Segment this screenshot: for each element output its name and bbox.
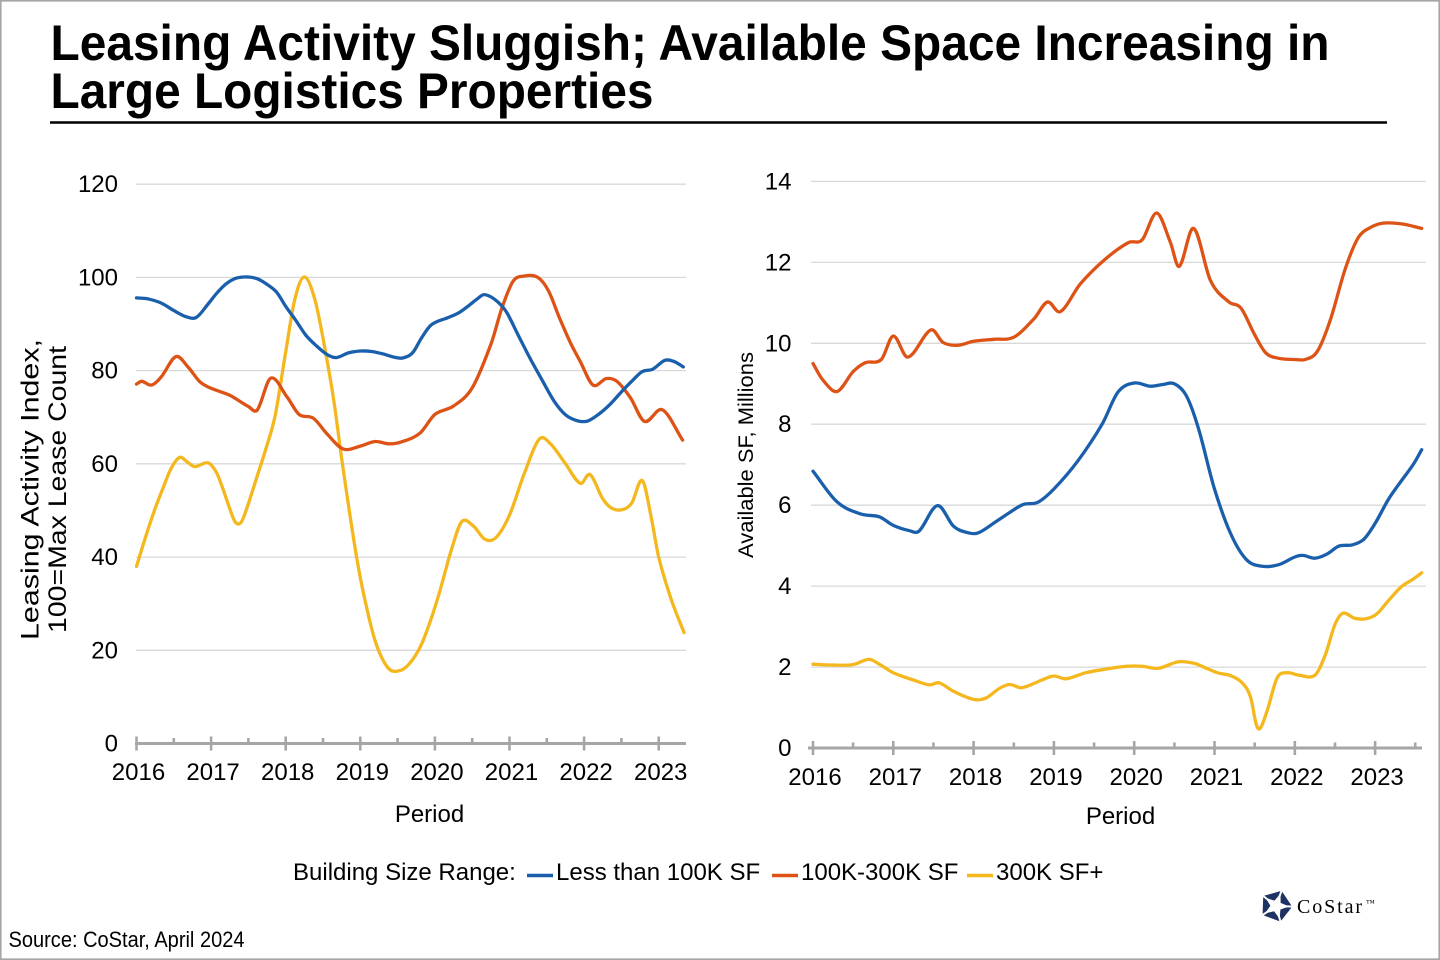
svg-text:0: 0 [105, 731, 118, 758]
svg-text:0: 0 [778, 735, 791, 762]
svg-text:2: 2 [778, 654, 791, 681]
svg-text:100K-300K SF: 100K-300K SF [801, 859, 958, 886]
svg-text:Period: Period [395, 801, 464, 828]
svg-text:2022: 2022 [1270, 764, 1323, 791]
svg-text:2016: 2016 [112, 759, 165, 786]
svg-text:2022: 2022 [559, 759, 612, 786]
svg-text:100=Max Lease Count: 100=Max Lease Count [44, 346, 72, 633]
svg-text:Less than 100K SF: Less than 100K SF [556, 859, 760, 886]
svg-text:Leasing Activity Index,: Leasing Activity Index, [17, 339, 45, 640]
svg-text:2018: 2018 [949, 764, 1002, 791]
svg-text:2019: 2019 [1029, 764, 1082, 791]
svg-text:Period: Period [1086, 803, 1155, 830]
svg-text:100: 100 [78, 264, 118, 291]
svg-text:14: 14 [765, 168, 792, 195]
svg-text:4: 4 [778, 573, 791, 600]
svg-text:40: 40 [91, 544, 118, 571]
svg-text:2018: 2018 [261, 759, 314, 786]
svg-text:Source: CoStar, April 2024: Source: CoStar, April 2024 [9, 927, 245, 952]
svg-text:2023: 2023 [1350, 764, 1403, 791]
svg-text:120: 120 [78, 171, 118, 198]
svg-text:60: 60 [91, 451, 118, 478]
svg-text:2019: 2019 [336, 759, 389, 786]
svg-text:2021: 2021 [485, 759, 538, 786]
svg-text:80: 80 [91, 358, 118, 385]
svg-text:Leasing Activity Sluggish; Ava: Leasing Activity Sluggish; Available Spa… [51, 15, 1330, 71]
svg-text:™: ™ [1366, 898, 1375, 908]
svg-text:2020: 2020 [1110, 764, 1163, 791]
svg-text:8: 8 [778, 411, 791, 438]
svg-text:10: 10 [765, 330, 792, 357]
svg-text:2016: 2016 [788, 764, 841, 791]
svg-text:2017: 2017 [869, 764, 922, 791]
svg-text:Building Size Range:: Building Size Range: [293, 859, 516, 886]
svg-text:2021: 2021 [1190, 764, 1243, 791]
svg-text:20: 20 [91, 637, 118, 664]
svg-text:12: 12 [765, 249, 792, 276]
svg-text:2023: 2023 [634, 759, 687, 786]
svg-text:Large Logistics Properties: Large Logistics Properties [51, 63, 654, 119]
svg-text:2020: 2020 [410, 759, 463, 786]
svg-text:300K SF+: 300K SF+ [996, 859, 1103, 886]
svg-text:CoStar: CoStar [1297, 896, 1364, 918]
svg-text:Available SF, Millions: Available SF, Millions [735, 352, 758, 558]
svg-text:6: 6 [778, 492, 791, 519]
svg-text:2017: 2017 [186, 759, 239, 786]
